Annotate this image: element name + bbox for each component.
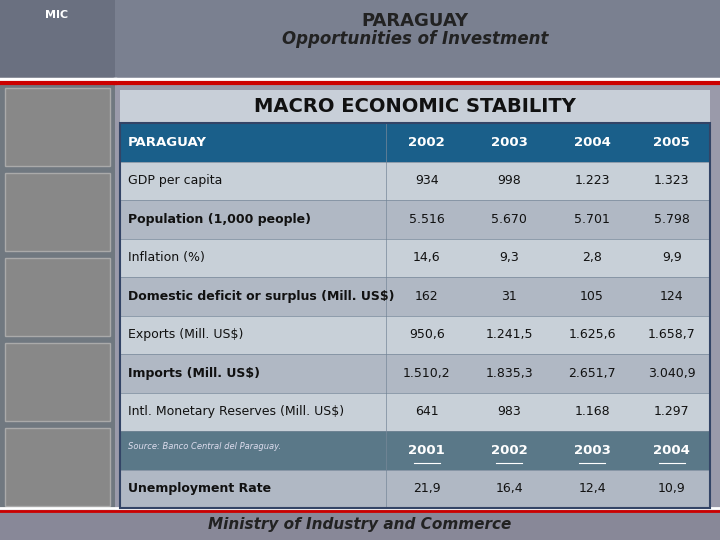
- Text: 983: 983: [498, 405, 521, 418]
- Bar: [5, 173, 110, 251]
- Text: GDP per capita: GDP per capita: [128, 174, 222, 187]
- Bar: [120, 161, 710, 200]
- Bar: [5, 258, 110, 336]
- Text: 2004: 2004: [574, 136, 611, 148]
- Bar: [0, 0, 720, 85]
- Text: Intl. Monetary Reserves (Mill. US$): Intl. Monetary Reserves (Mill. US$): [128, 405, 344, 418]
- Text: 16,4: 16,4: [495, 482, 523, 495]
- Text: PARAGUAY: PARAGUAY: [128, 136, 207, 148]
- Text: 1.297: 1.297: [654, 405, 690, 418]
- Text: 1.223: 1.223: [575, 174, 610, 187]
- Text: 3.040,9: 3.040,9: [648, 367, 696, 380]
- Bar: [0, 510, 720, 540]
- Text: Ministry of Industry and Commerce: Ministry of Industry and Commerce: [208, 517, 512, 532]
- Text: 2,8: 2,8: [582, 251, 602, 264]
- Text: 10,9: 10,9: [658, 482, 685, 495]
- Text: 950,6: 950,6: [409, 328, 445, 341]
- Text: Source: Banco Central del Paraguay.: Source: Banco Central del Paraguay.: [128, 442, 281, 451]
- Text: 2002: 2002: [408, 136, 445, 148]
- Text: MACRO ECONOMIC STABILITY: MACRO ECONOMIC STABILITY: [254, 97, 576, 116]
- Text: PARAGUAY: PARAGUAY: [361, 12, 469, 30]
- Bar: [120, 90, 710, 122]
- Bar: [5, 428, 110, 506]
- Text: Opportunities of Investment: Opportunities of Investment: [282, 30, 548, 48]
- Text: 9,9: 9,9: [662, 251, 682, 264]
- Bar: [120, 469, 710, 508]
- Text: 641: 641: [415, 405, 438, 418]
- Text: 2005: 2005: [653, 136, 690, 148]
- Text: 1.510,2: 1.510,2: [403, 367, 451, 380]
- Text: Inflation (%): Inflation (%): [128, 251, 205, 264]
- Text: 2001: 2001: [408, 444, 445, 457]
- Text: 31: 31: [502, 290, 517, 303]
- Text: 14,6: 14,6: [413, 251, 441, 264]
- Text: 12,4: 12,4: [578, 482, 606, 495]
- Text: Unemployment Rate: Unemployment Rate: [128, 482, 271, 495]
- Bar: [120, 354, 710, 393]
- Text: 1.835,3: 1.835,3: [485, 367, 534, 380]
- Text: 162: 162: [415, 290, 438, 303]
- Text: MIC: MIC: [45, 10, 68, 20]
- Text: Imports (Mill. US$): Imports (Mill. US$): [128, 367, 260, 380]
- Text: 5.798: 5.798: [654, 213, 690, 226]
- Text: 9,3: 9,3: [500, 251, 519, 264]
- Text: 2.651,7: 2.651,7: [568, 367, 616, 380]
- Text: 2002: 2002: [491, 444, 528, 457]
- Bar: [120, 315, 710, 354]
- Text: 2003: 2003: [491, 136, 528, 148]
- Text: Exports (Mill. US$): Exports (Mill. US$): [128, 328, 243, 341]
- Text: 124: 124: [660, 290, 683, 303]
- Bar: [0, 85, 115, 540]
- Text: Domestic deficit or surplus (Mill. US$): Domestic deficit or surplus (Mill. US$): [128, 290, 395, 303]
- Text: 1.168: 1.168: [574, 405, 610, 418]
- Text: 934: 934: [415, 174, 438, 187]
- Bar: [120, 200, 710, 239]
- Bar: [120, 123, 710, 508]
- Text: 5.516: 5.516: [409, 213, 445, 226]
- Text: 1.658,7: 1.658,7: [648, 328, 696, 341]
- Bar: [120, 239, 710, 277]
- Text: 2003: 2003: [574, 444, 611, 457]
- Text: 21,9: 21,9: [413, 482, 441, 495]
- Text: 1.625,6: 1.625,6: [568, 328, 616, 341]
- Bar: [120, 393, 710, 431]
- Text: 5.670: 5.670: [492, 213, 527, 226]
- Text: 5.701: 5.701: [574, 213, 610, 226]
- Text: Population (1,000 people): Population (1,000 people): [128, 213, 311, 226]
- Bar: [5, 343, 110, 421]
- Bar: [120, 431, 710, 469]
- Bar: [120, 277, 710, 315]
- Text: 1.323: 1.323: [654, 174, 690, 187]
- Bar: [0, 0, 115, 85]
- Text: 2004: 2004: [653, 444, 690, 457]
- Text: 105: 105: [580, 290, 604, 303]
- Bar: [120, 123, 710, 161]
- Text: 1.241,5: 1.241,5: [486, 328, 533, 341]
- Bar: [5, 88, 110, 166]
- Text: 998: 998: [498, 174, 521, 187]
